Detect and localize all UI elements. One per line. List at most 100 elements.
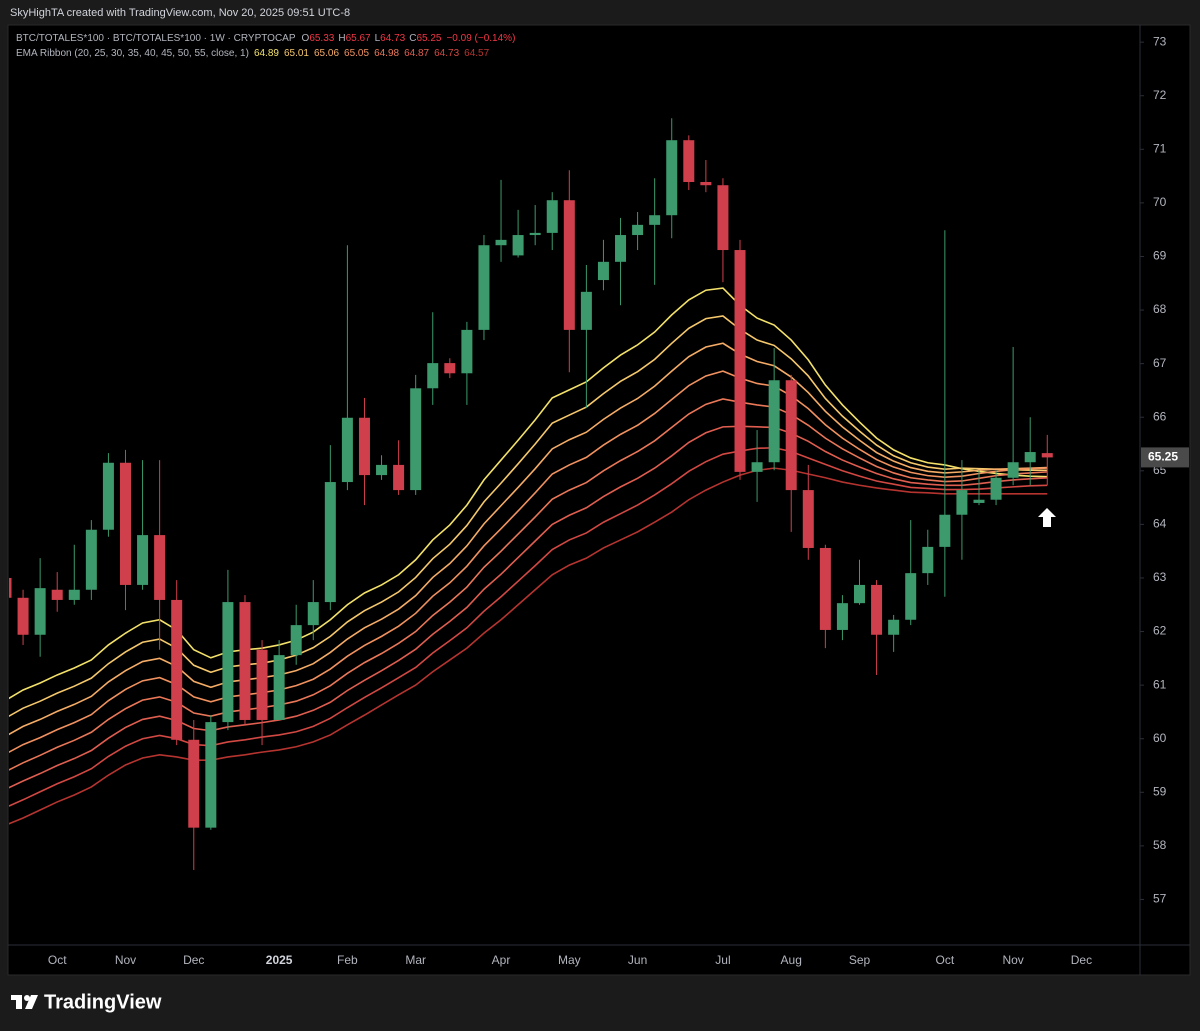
ribbon-value: 65.01 (284, 48, 309, 59)
candle-body (307, 602, 319, 626)
candle-body (102, 462, 114, 530)
ribbon-value: 65.06 (314, 48, 339, 59)
candle-body (649, 215, 661, 225)
candle-body (51, 589, 63, 600)
candle-body (580, 291, 592, 330)
candle-body (905, 573, 917, 620)
candle-body (9, 577, 12, 598)
candle-body (700, 181, 712, 186)
ohlc-letter: H (338, 33, 345, 44)
y-tick-label: 60 (1153, 731, 1167, 745)
candle-body (597, 261, 609, 281)
candle-body (973, 499, 985, 503)
y-tick-label: 66 (1153, 409, 1167, 423)
candle-body (376, 464, 388, 476)
last-price-label: 65.25 (1148, 450, 1178, 464)
candle-body (563, 200, 575, 330)
attribution: SkyHighTA created with TradingView.com, … (10, 7, 350, 19)
candle-body (341, 417, 353, 483)
candle-body (615, 235, 627, 262)
candle-body (393, 464, 405, 491)
y-tick-label: 72 (1153, 88, 1167, 102)
ohlc-value: 65.67 (346, 33, 371, 44)
candle-body (119, 462, 131, 585)
candle-body (256, 649, 268, 720)
candle-body (802, 490, 814, 548)
y-tick-label: 71 (1153, 141, 1167, 155)
x-tick-label: Oct (48, 953, 67, 967)
candle-body (871, 584, 883, 635)
ribbon-value: 64.98 (374, 48, 399, 59)
ribbon-value: 64.73 (434, 48, 459, 59)
x-tick-label: Oct (936, 953, 955, 967)
ohlc-letter: C (409, 33, 416, 44)
candle-body (1024, 452, 1036, 463)
candle-body (546, 200, 558, 233)
change-value: −0.09 (−0.14%) (446, 33, 515, 44)
y-tick-label: 70 (1153, 195, 1167, 209)
candle-body (17, 597, 29, 635)
candle-body (273, 655, 285, 720)
x-tick-label: Dec (183, 953, 204, 967)
ohlc-value: 64.73 (380, 33, 405, 44)
candle-body (956, 490, 968, 515)
logo-part (25, 995, 38, 1009)
ohlc-letter: L (375, 33, 381, 44)
logo-part (16, 995, 22, 1009)
candle-body (290, 625, 302, 656)
candle-body (632, 224, 644, 236)
candle-body (1041, 453, 1053, 458)
candle-body (854, 584, 865, 604)
candle-body (888, 619, 900, 635)
candle-body (34, 588, 46, 635)
candle-body (444, 363, 456, 374)
candle-body (85, 529, 97, 590)
candle-body (222, 602, 234, 723)
candle-body (922, 546, 934, 574)
logo-part (24, 995, 30, 1001)
ribbon-value: 64.57 (464, 48, 489, 59)
candle-body (768, 380, 780, 463)
candle-body (137, 535, 149, 585)
candle-body (188, 739, 200, 828)
candle-body (495, 239, 507, 246)
x-tick-label: Sep (849, 953, 871, 967)
branding: TradingView (44, 991, 162, 1013)
y-tick-label: 64 (1153, 517, 1167, 531)
candle-body (171, 599, 183, 740)
x-tick-label: Nov (115, 953, 136, 967)
candle-body (461, 329, 473, 374)
candle-body (751, 462, 763, 472)
arrow-annotation (1038, 508, 1056, 527)
candle-body (529, 232, 541, 236)
y-tick-label: 67 (1153, 356, 1167, 370)
ribbon-value: 64.89 (254, 48, 279, 59)
candle-body (819, 547, 831, 630)
candle-body (785, 380, 797, 491)
ema-line (9, 467, 1048, 825)
y-tick-label: 73 (1153, 34, 1167, 48)
x-tick-label: Aug (781, 953, 802, 967)
x-tick-label: Nov (1002, 953, 1023, 967)
x-tick-label: 2025 (266, 953, 293, 967)
candle-body (734, 250, 746, 472)
candle-body (358, 417, 370, 476)
ohlc-value: 65.25 (416, 33, 441, 44)
last-price-box (1141, 447, 1189, 468)
candle-body (1007, 462, 1019, 478)
candle-body (205, 722, 217, 828)
candle-body (478, 245, 490, 330)
candle-body (410, 388, 422, 491)
candle-body (427, 363, 439, 389)
symbol-legend: BTC/TOTALES*100 · BTC/TOTALES*100 · 1W ·… (16, 33, 515, 44)
ohlc-letter: O (302, 33, 310, 44)
x-tick-label: Jul (715, 953, 730, 967)
candle-body (512, 235, 524, 256)
candle-body (666, 140, 678, 216)
candle-body (68, 589, 80, 600)
candle-body (324, 482, 336, 603)
y-tick-label: 57 (1153, 892, 1167, 906)
y-tick-label: 61 (1153, 677, 1167, 691)
ribbon-legend: EMA Ribbon (20, 25, 30, 35, 40, 45, 50, … (16, 48, 490, 59)
